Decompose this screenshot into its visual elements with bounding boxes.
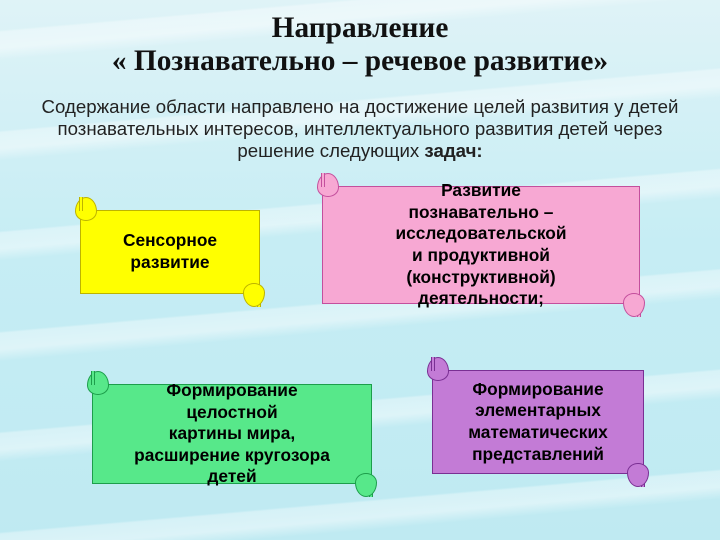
scroll-research-text: Развитие познавательно – исследовательск… <box>355 180 607 310</box>
slide: Направление « Познавательно – речевое ра… <box>0 0 720 540</box>
subtitle-text: Содержание области направлено на достиже… <box>42 96 679 161</box>
scroll-worldview-text: Формирование целостной картины мира, рас… <box>125 380 339 488</box>
scroll-research: Развитие познавательно – исследовательск… <box>322 186 640 304</box>
scroll-roll-top <box>91 371 95 385</box>
slide-subtitle: Содержание области направлено на достиже… <box>40 96 680 162</box>
scroll-roll-bottom <box>637 303 641 317</box>
scroll-roll-top <box>431 357 435 371</box>
scroll-math-text: Формирование элементарных математических… <box>465 379 611 466</box>
scroll-roll-top <box>321 173 325 187</box>
scroll-roll-bottom <box>257 293 261 307</box>
scroll-roll-top <box>79 197 83 211</box>
scroll-math: Формирование элементарных математических… <box>432 370 644 474</box>
scroll-sensor-text: Сенсорное развитие <box>113 230 227 273</box>
scroll-roll-bottom <box>641 473 645 487</box>
scroll-worldview: Формирование целостной картины мира, рас… <box>92 384 372 484</box>
scroll-roll-bottom <box>369 483 373 497</box>
title-line-2: « Познавательно – речевое развитие» <box>0 45 720 78</box>
title-line-1: Направление <box>0 12 720 45</box>
subtitle-emph: задач: <box>424 140 482 161</box>
slide-title: Направление « Познавательно – речевое ра… <box>0 12 720 78</box>
scroll-sensor: Сенсорное развитие <box>80 210 260 294</box>
